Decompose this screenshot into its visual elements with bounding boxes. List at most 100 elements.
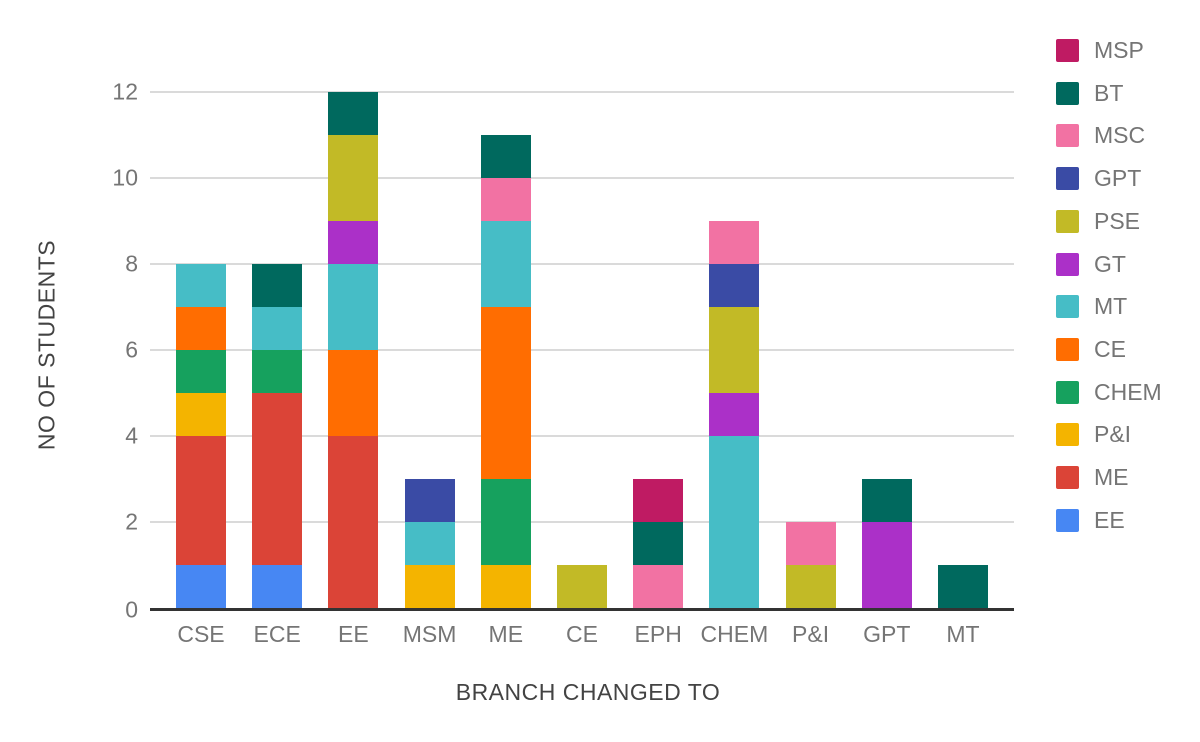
legend: MSP BT MSC GPT PSE GT MT CE CHEM P&I ME EE — [1056, 0, 1200, 742]
bar-segment-ce-me[interactable] — [480, 307, 531, 479]
legend-item-msc[interactable]: MSC — [1056, 122, 1146, 149]
bar-segment-mt-msm[interactable] — [404, 522, 455, 565]
bar-segment-bt-mt[interactable] — [938, 565, 988, 608]
legend-label: CHEM — [1094, 378, 1162, 405]
gridline — [150, 263, 1014, 265]
gridline — [150, 177, 1014, 179]
y-tick-label: 2 — [125, 508, 138, 535]
legend-swatch — [1056, 81, 1079, 105]
gridline — [150, 349, 1014, 351]
legend-swatch — [1056, 466, 1079, 489]
bar-segment-me-ee[interactable] — [328, 436, 379, 608]
bar-segment-gt-ee[interactable] — [328, 221, 379, 264]
bar-segment-gpt-msm[interactable] — [404, 479, 455, 522]
bar-segment-p-i-msm[interactable] — [404, 565, 455, 608]
legend-swatch — [1056, 295, 1079, 319]
bar-segment-mt-me[interactable] — [480, 221, 531, 307]
legend-item-me[interactable]: ME — [1056, 464, 1129, 490]
bar-segment-p-i-cse[interactable] — [176, 393, 226, 436]
legend-item-ce[interactable]: CE — [1056, 335, 1126, 362]
x-tick-label-eph: EPH — [634, 621, 682, 647]
bar-segment-pse-ce[interactable] — [557, 565, 607, 608]
legend-swatch — [1056, 380, 1079, 404]
x-tick-label-p-i: P&I — [792, 621, 830, 647]
legend-label: ME — [1094, 464, 1129, 490]
gridline — [150, 521, 1014, 523]
legend-swatch — [1056, 124, 1079, 148]
x-tick-label-me: ME — [488, 621, 524, 647]
x-axis-line — [150, 608, 1014, 611]
bar-segment-bt-eph[interactable] — [633, 522, 684, 565]
y-tick-label: 6 — [125, 336, 138, 363]
bar-segment-gt-gpt[interactable] — [861, 522, 912, 608]
legend-item-chem[interactable]: CHEM — [1056, 378, 1162, 405]
bar-segment-ce-cse[interactable] — [176, 307, 226, 350]
x-axis-title: BRANCH CHANGED TO — [455, 679, 721, 705]
legend-item-ee[interactable]: EE — [1056, 506, 1125, 533]
legend-item-gpt[interactable]: GPT — [1056, 165, 1142, 192]
bar-segment-msc-chem[interactable] — [709, 221, 760, 264]
legend-swatch — [1056, 167, 1079, 191]
bar-segment-pse-p-i[interactable] — [785, 565, 836, 608]
x-tick-label-gpt: GPT — [863, 621, 911, 647]
bar-segment-bt-gpt[interactable] — [861, 479, 912, 522]
legend-label: MSP — [1094, 37, 1144, 63]
x-tick-label-cse: CSE — [177, 621, 225, 647]
bar-segment-ee-ece[interactable] — [252, 565, 303, 608]
legend-label: CE — [1094, 335, 1126, 362]
legend-label: MSC — [1094, 122, 1146, 149]
legend-item-pse[interactable]: PSE — [1056, 207, 1141, 234]
legend-item-msp[interactable]: MSP — [1056, 37, 1144, 63]
legend-label: GPT — [1094, 165, 1142, 192]
legend-swatch — [1056, 209, 1079, 233]
y-tick-label: 12 — [112, 78, 138, 105]
x-tick-label-ee: EE — [338, 621, 369, 647]
legend-item-p-i[interactable]: P&I — [1056, 421, 1131, 447]
x-tick-label-ece: ECE — [253, 621, 301, 647]
legend-label: EE — [1094, 506, 1125, 533]
bar-segment-p-i-me[interactable] — [480, 565, 531, 608]
bar-segment-mt-cse[interactable] — [176, 264, 226, 307]
bar-segment-chem-me[interactable] — [480, 479, 531, 565]
legend-swatch — [1056, 337, 1079, 361]
x-tick-label-mt: MT — [946, 621, 980, 647]
bar-segment-ee-cse[interactable] — [176, 565, 226, 608]
bar-segment-gt-chem[interactable] — [709, 393, 760, 436]
y-tick-label: 4 — [125, 422, 138, 449]
bar-segment-chem-cse[interactable] — [176, 350, 226, 393]
legend-item-mt[interactable]: MT — [1056, 293, 1128, 320]
bar-segment-msc-p-i[interactable] — [785, 522, 836, 565]
y-tick-label: 0 — [125, 596, 138, 622]
bar-segment-bt-ece[interactable] — [252, 264, 303, 307]
bar-segment-mt-ece[interactable] — [252, 307, 303, 350]
gridline — [150, 91, 1014, 93]
x-tick-label-ce: CE — [566, 621, 598, 647]
bar-segment-me-cse[interactable] — [176, 436, 226, 565]
legend-label: GT — [1094, 250, 1126, 277]
bar-segment-chem-ece[interactable] — [252, 350, 303, 393]
bar-segment-msp-eph[interactable] — [633, 479, 684, 522]
bar-segment-msc-eph[interactable] — [633, 565, 684, 608]
legend-item-bt[interactable]: BT — [1056, 79, 1124, 106]
legend-label: BT — [1094, 79, 1124, 106]
bar-segment-bt-ee[interactable] — [328, 92, 379, 135]
y-tick-label: 10 — [112, 164, 138, 191]
bar-segment-pse-ee[interactable] — [328, 135, 379, 221]
legend-swatch — [1056, 423, 1079, 447]
bar-segment-bt-me[interactable] — [480, 135, 531, 178]
bar-segment-gpt-chem[interactable] — [709, 264, 760, 307]
legend-swatch — [1056, 39, 1079, 62]
bar-segment-pse-chem[interactable] — [709, 307, 760, 393]
x-tick-label-chem: CHEM — [700, 621, 769, 647]
legend-item-gt[interactable]: GT — [1056, 250, 1126, 277]
bar-segment-msc-me[interactable] — [480, 178, 531, 221]
legend-label: PSE — [1094, 207, 1141, 234]
bar-segment-ce-ee[interactable] — [328, 350, 379, 436]
legend-label: MT — [1094, 293, 1128, 320]
bar-segment-me-ece[interactable] — [252, 393, 303, 565]
bar-segment-mt-ee[interactable] — [328, 264, 379, 350]
legend-swatch — [1056, 252, 1079, 276]
bar-segment-mt-chem[interactable] — [709, 436, 760, 608]
